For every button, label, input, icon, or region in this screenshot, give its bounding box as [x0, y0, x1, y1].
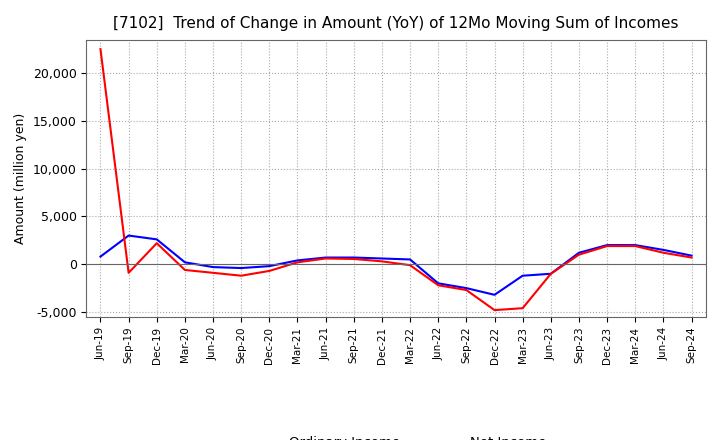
Ordinary Income	[546, 271, 555, 276]
Net Income	[434, 282, 443, 288]
Ordinary Income	[181, 260, 189, 265]
Ordinary Income	[125, 233, 133, 238]
Net Income	[659, 250, 667, 255]
Ordinary Income	[434, 281, 443, 286]
Ordinary Income	[687, 253, 696, 258]
Net Income	[603, 243, 611, 249]
Net Income	[575, 252, 583, 257]
Net Income	[546, 271, 555, 276]
Ordinary Income	[377, 256, 386, 261]
Ordinary Income	[153, 237, 161, 242]
Net Income	[490, 308, 499, 313]
Ordinary Income	[631, 242, 639, 248]
Title: [7102]  Trend of Change in Amount (YoY) of 12Mo Moving Sum of Incomes: [7102] Trend of Change in Amount (YoY) o…	[113, 16, 679, 32]
Net Income	[293, 260, 302, 265]
Ordinary Income	[96, 254, 105, 259]
Ordinary Income	[265, 264, 274, 269]
Net Income	[631, 243, 639, 249]
Net Income	[406, 263, 415, 268]
Ordinary Income	[490, 292, 499, 297]
Ordinary Income	[321, 255, 330, 260]
Net Income	[518, 305, 527, 311]
Net Income	[462, 287, 471, 293]
Line: Net Income: Net Income	[101, 49, 691, 310]
Net Income	[237, 273, 246, 279]
Net Income	[265, 268, 274, 274]
Net Income	[181, 268, 189, 273]
Ordinary Income	[603, 242, 611, 248]
Ordinary Income	[237, 265, 246, 271]
Net Income	[687, 255, 696, 260]
Ordinary Income	[349, 255, 358, 260]
Net Income	[96, 47, 105, 52]
Net Income	[349, 257, 358, 262]
Net Income	[153, 241, 161, 246]
Ordinary Income	[659, 247, 667, 253]
Ordinary Income	[575, 250, 583, 255]
Net Income	[209, 270, 217, 275]
Ordinary Income	[406, 257, 415, 262]
Net Income	[321, 256, 330, 261]
Ordinary Income	[293, 258, 302, 263]
Net Income	[125, 270, 133, 275]
Ordinary Income	[462, 286, 471, 291]
Ordinary Income	[518, 273, 527, 279]
Line: Ordinary Income: Ordinary Income	[101, 235, 691, 295]
Legend: Ordinary Income, Net Income: Ordinary Income, Net Income	[240, 431, 552, 440]
Y-axis label: Amount (million yen): Amount (million yen)	[14, 113, 27, 244]
Ordinary Income	[209, 264, 217, 270]
Net Income	[377, 259, 386, 264]
